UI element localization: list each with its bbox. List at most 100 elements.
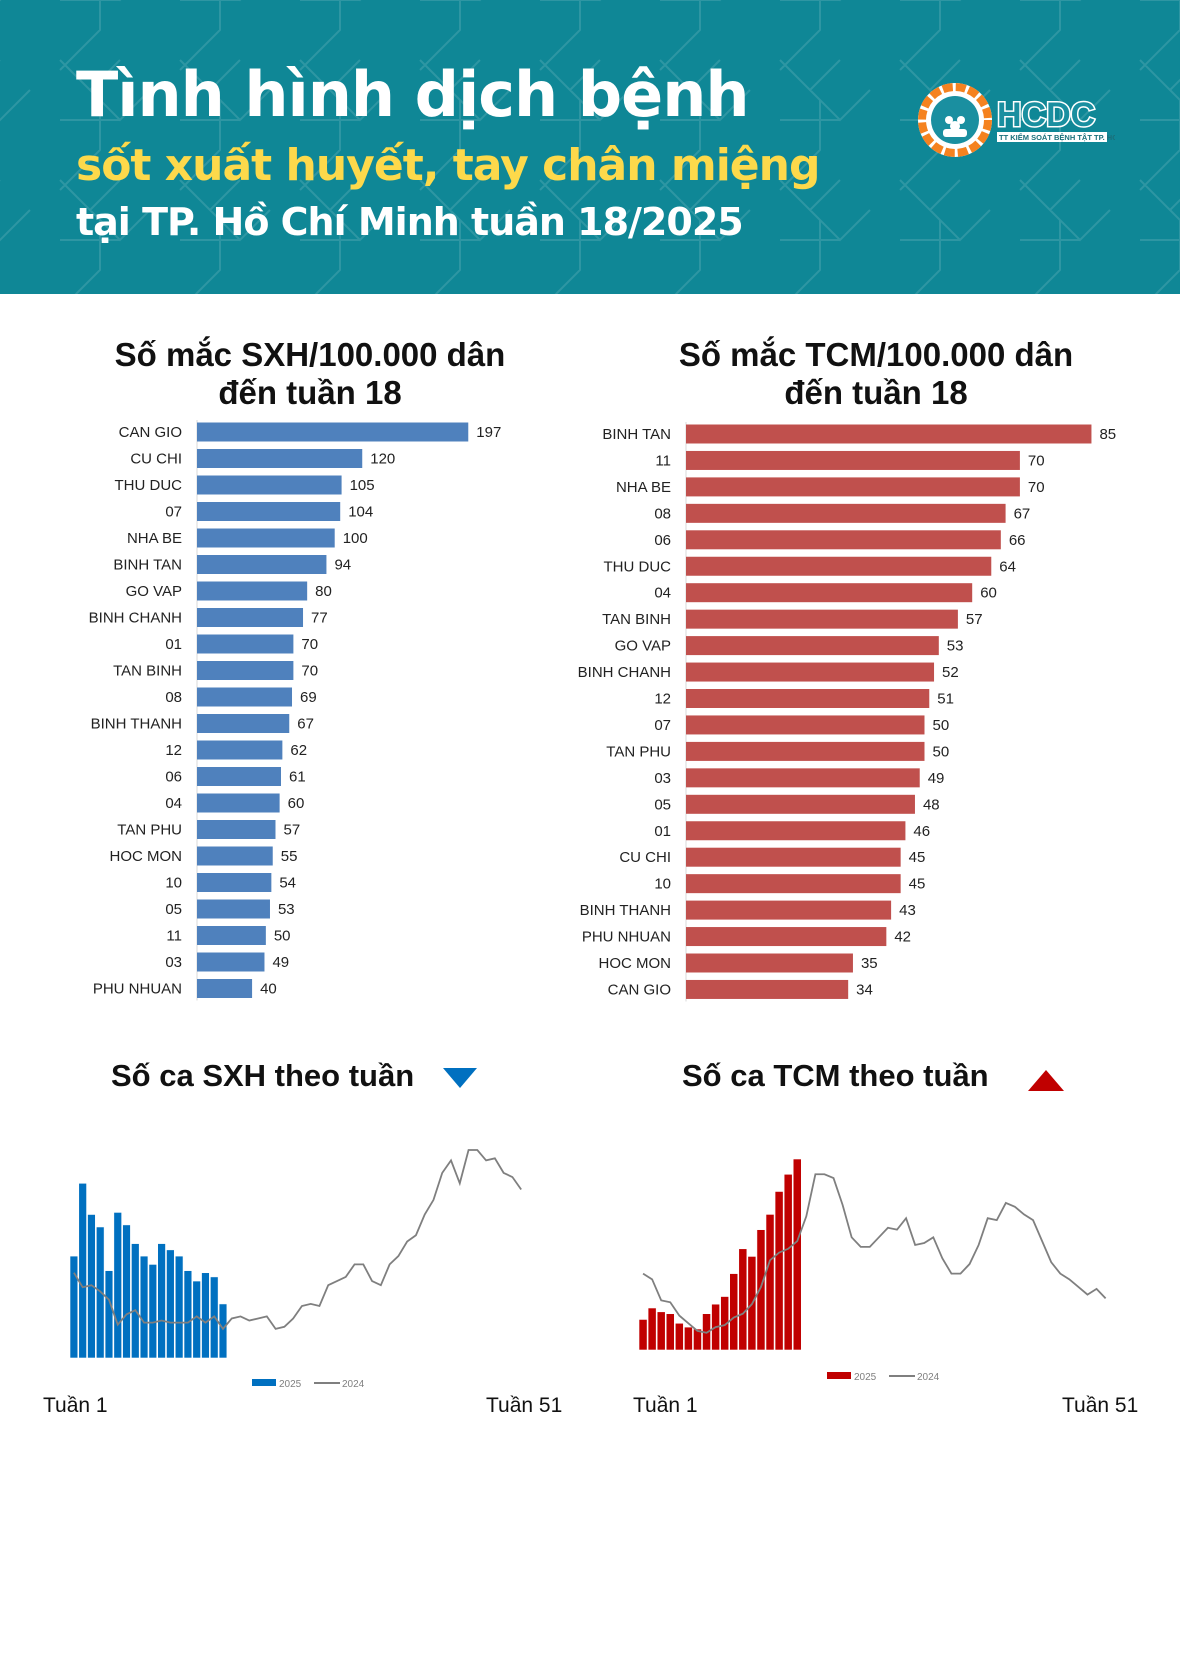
sxh-category-label: 04 [165, 795, 182, 812]
tcm-bar [686, 583, 973, 603]
tcm-value-label: 35 [861, 955, 878, 972]
sxh-category-label: CAN GIO [119, 424, 182, 441]
sxh-value-label: 67 [297, 716, 314, 733]
sxh-x-end-label: Tuần 51 [486, 1394, 563, 1417]
trend-down-icon [443, 1068, 477, 1088]
tcm-bar [686, 715, 925, 735]
week-bar-2025 [774, 1191, 784, 1351]
sxh-rate-title-line-1: Số mắc SXH/100.000 dân [114, 336, 506, 373]
tcm-x-end-label: Tuần 51 [1062, 1394, 1139, 1417]
sxh-value-label: 60 [288, 795, 305, 812]
sxh-value-label: 54 [279, 875, 296, 892]
title-line-3: tại TP. Hồ Chí Minh tuần 18/2025 [76, 200, 744, 244]
tcm-weekly-title: Số ca TCM theo tuần [682, 1058, 989, 1093]
tcm-value-label: 45 [909, 876, 926, 893]
header-banner: Tình hình dịch bệnh sốt xuất huyết, tay … [0, 0, 1180, 294]
title-line-2: sốt xuất huyết, tay chân miệng [76, 140, 820, 191]
tcm-bar [686, 424, 1092, 444]
tcm-value-label: 50 [933, 743, 950, 760]
week-bar-2025 [139, 1255, 149, 1359]
week-bar-2025 [693, 1328, 702, 1351]
sxh-bar [197, 581, 308, 601]
tcm-value-label: 45 [909, 849, 926, 866]
sxh-category-label: 05 [165, 901, 182, 918]
legend-2025-label: 2025 [279, 1379, 302, 1390]
sxh-value-label: 49 [272, 954, 289, 971]
sxh-bar [197, 687, 293, 707]
week-bar-2025 [69, 1255, 79, 1359]
week-bar-2025 [720, 1296, 730, 1351]
sxh-category-label: TAN BINH [113, 663, 182, 680]
tcm-category-label: 11 [655, 452, 671, 469]
tcm-category-label: PHU NHUAN [582, 929, 671, 946]
background-pattern [0, 0, 1180, 294]
sxh-bar [197, 846, 273, 866]
sxh-bar [197, 714, 290, 733]
tcm-x-start-label: Tuần 1 [633, 1394, 698, 1417]
week-bar-2025 [674, 1322, 684, 1351]
sxh-value-label: 70 [301, 663, 318, 680]
tcm-bar [686, 741, 925, 761]
week-bar-2025 [113, 1212, 122, 1359]
tcm-bar [686, 900, 892, 920]
tcm-bar [686, 609, 958, 629]
sxh-rate-title-line-2: đến tuần 18 [218, 374, 402, 411]
tcm-category-label: BINH CHANH [578, 664, 671, 681]
week-bar-2025 [684, 1326, 693, 1351]
sxh-value-label: 94 [334, 557, 351, 574]
sxh-bar [197, 820, 276, 839]
week-bar-2025 [738, 1248, 748, 1351]
sxh-value-label: 120 [370, 451, 395, 468]
sxh-bar [197, 475, 342, 495]
week-bar-2025 [647, 1307, 657, 1351]
sxh-category-label: GO VAP [126, 583, 182, 600]
week-bar-2025 [656, 1311, 666, 1351]
tcm-bar [686, 689, 930, 708]
week-bar-2025 [78, 1182, 87, 1359]
week-bar-2025 [218, 1303, 228, 1359]
sxh-bar [197, 793, 280, 813]
tcm-category-label: THU DUC [604, 558, 672, 575]
tcm-value-label: 57 [966, 611, 983, 628]
sxh-bar [197, 528, 335, 548]
tcm-value-label: 46 [913, 823, 930, 840]
week-bar-2025 [183, 1270, 193, 1359]
week-bar-2025 [665, 1313, 675, 1351]
legend-2025-label: 2025 [854, 1372, 877, 1383]
sxh-value-label: 70 [301, 636, 318, 653]
tcm-value-label: 85 [1099, 426, 1116, 443]
sxh-value-label: 62 [290, 742, 307, 759]
tcm-category-label: 04 [654, 585, 671, 602]
tcm-bar [686, 874, 901, 894]
tcm-value-label: 66 [1009, 532, 1026, 549]
week-bar-2025 [729, 1273, 739, 1351]
week-bar-2025 [638, 1319, 648, 1351]
legend-2025-swatch [252, 1379, 276, 1386]
tcm-category-label: NHA BE [616, 479, 671, 496]
tcm-category-label: BINH TAN [602, 426, 671, 443]
tcm-bar [686, 794, 915, 814]
sxh-category-label: 06 [165, 769, 182, 786]
hcdc-logo: HCDC TT KIỂM SOÁT BỆNH TẬT TP. HCM [918, 83, 1115, 157]
week-bar-2025 [122, 1224, 131, 1359]
sxh-category-label: CU CHI [130, 451, 182, 468]
tcm-category-label: CU CHI [619, 849, 671, 866]
trend-up-icon [1028, 1070, 1064, 1091]
tcm-category-label: 03 [654, 770, 671, 787]
sxh-value-label: 80 [315, 583, 332, 600]
sxh-rate-bar-chart: CAN GIO 197 CU CHI 120 THU DUC 105 07 104 NHA BE… [89, 420, 501, 1001]
sxh-value-label: 77 [311, 610, 328, 627]
tcm-category-label: 10 [654, 876, 671, 893]
svg-text:TT KIỂM SOÁT BỆNH TẬT TP. HCM: TT KIỂM SOÁT BỆNH TẬT TP. HCM [999, 133, 1115, 142]
tcm-bar [686, 821, 906, 841]
sxh-category-label: BINH THANH [91, 716, 182, 733]
tcm-value-label: 70 [1028, 479, 1045, 496]
tcm-rate-bar-chart: BINH TAN 85 11 70 NHA BE 70 08 67 06 66 THU DUC 64 0… [578, 422, 1116, 1002]
week-bar-2025 [166, 1249, 175, 1359]
sxh-value-label: 197 [476, 424, 501, 441]
week-bar-2025 [756, 1229, 766, 1351]
sxh-bar [197, 979, 253, 998]
tcm-value-label: 50 [933, 717, 950, 734]
tcm-bar [686, 979, 849, 999]
tcm-category-label: 01 [654, 823, 671, 840]
